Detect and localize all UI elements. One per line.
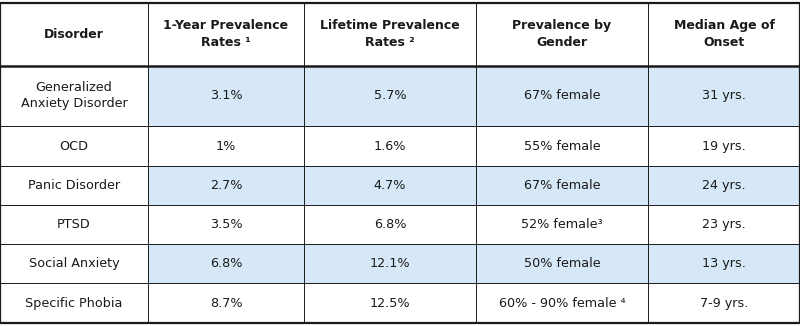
Text: 31 yrs.: 31 yrs. [702,90,746,102]
Text: 3.1%: 3.1% [210,90,242,102]
Bar [148,126,800,166]
Bar [148,166,800,205]
Text: PTSD: PTSD [57,218,91,231]
Text: 60% - 90% female ⁴: 60% - 90% female ⁴ [498,297,626,310]
Text: Prevalence by
Gender: Prevalence by Gender [513,20,611,50]
Bar [148,244,800,284]
Text: Social Anxiety: Social Anxiety [29,257,119,270]
Text: 6.8%: 6.8% [374,218,406,231]
Text: Median Age of
Onset: Median Age of Onset [674,20,774,50]
Text: 5.7%: 5.7% [374,90,406,102]
Bar [148,284,800,323]
Text: 55% female: 55% female [524,140,600,153]
Text: 12.5%: 12.5% [370,297,410,310]
Text: 24 yrs.: 24 yrs. [702,179,746,192]
Bar [148,205,800,244]
Bar [0,3,800,66]
Text: 19 yrs.: 19 yrs. [702,140,746,153]
Bar [148,66,800,126]
Text: 13 yrs.: 13 yrs. [702,257,746,270]
Text: 23 yrs.: 23 yrs. [702,218,746,231]
Text: 50% female: 50% female [524,257,600,270]
Bar [0,205,148,244]
Text: Panic Disorder: Panic Disorder [28,179,120,192]
Text: 3.5%: 3.5% [210,218,242,231]
Text: 1-Year Prevalence
Rates ¹: 1-Year Prevalence Rates ¹ [163,20,289,50]
Text: 2.7%: 2.7% [210,179,242,192]
Text: 6.8%: 6.8% [210,257,242,270]
Text: 52% female³: 52% female³ [521,218,603,231]
Text: 67% female: 67% female [524,90,600,102]
Text: 4.7%: 4.7% [374,179,406,192]
Bar [0,66,148,126]
Text: 8.7%: 8.7% [210,297,242,310]
Text: 12.1%: 12.1% [370,257,410,270]
Text: Lifetime Prevalence
Rates ²: Lifetime Prevalence Rates ² [320,20,460,50]
Text: 67% female: 67% female [524,179,600,192]
Bar [0,126,148,166]
Bar [0,244,148,284]
Text: Generalized
Anxiety Disorder: Generalized Anxiety Disorder [21,82,127,111]
Bar [0,284,148,323]
Text: Specific Phobia: Specific Phobia [26,297,122,310]
Text: Disorder: Disorder [44,28,104,41]
Bar [0,166,148,205]
Text: 7-9 yrs.: 7-9 yrs. [700,297,748,310]
Text: OCD: OCD [59,140,89,153]
Text: 1.6%: 1.6% [374,140,406,153]
Text: 1%: 1% [216,140,236,153]
